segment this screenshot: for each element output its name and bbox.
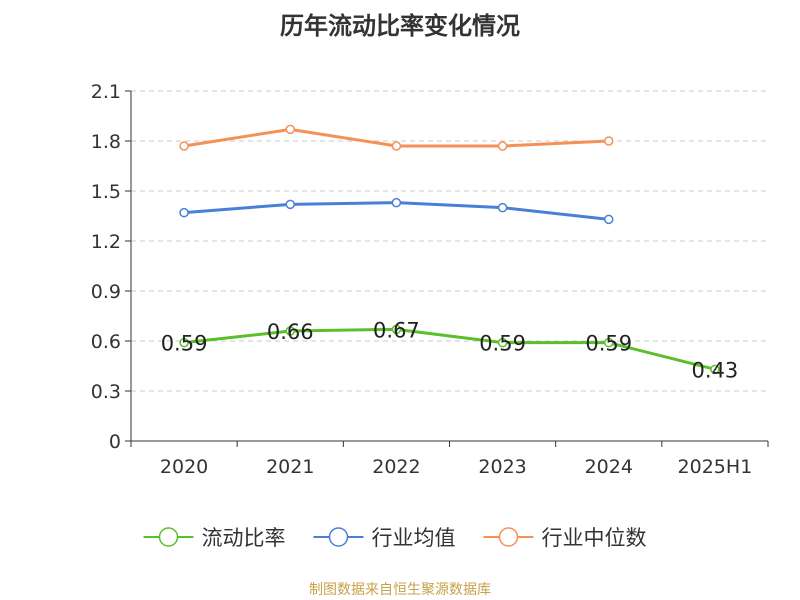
data-label: 0.66: [267, 320, 314, 344]
data-point: [285, 326, 295, 336]
data-point: [497, 202, 508, 213]
data-point: [497, 141, 508, 151]
y-tick-label: 1.8: [91, 131, 121, 153]
y-tick-label: 1.2: [91, 231, 121, 253]
data-label: 0.59: [585, 332, 632, 356]
data-point: [391, 197, 402, 208]
y-tick-label: 0.9: [91, 281, 121, 303]
data-label: 0.59: [479, 332, 526, 356]
data-point: [604, 214, 614, 225]
x-tick-label: 2023: [478, 456, 526, 478]
legend-marker: [498, 527, 519, 547]
data-point: [497, 337, 508, 348]
source-note: 制图数据来自恒生聚源数据库: [309, 582, 491, 598]
chart-title: 历年流动比率变化情况: [280, 12, 520, 40]
data-point: [179, 207, 189, 218]
legend-marker: [158, 527, 179, 547]
series-line: [183, 327, 716, 371]
data-label: 0.59: [161, 332, 208, 356]
x-tick-label: 2021: [266, 456, 314, 478]
x-tick-label: 2025H1: [678, 456, 753, 478]
y-tick-label: 2.1: [91, 81, 121, 103]
legend-label: 流动比率: [202, 526, 286, 550]
y-tick-label: 0: [109, 431, 121, 453]
data-point: [710, 364, 720, 375]
legend-label: 行业中位数: [542, 526, 647, 550]
x-tick-label: 2022: [372, 456, 420, 478]
data-point: [604, 136, 614, 146]
legend-marker: [328, 527, 349, 547]
legend-label: 行业均值: [372, 526, 456, 550]
data-point: [179, 337, 189, 348]
data-point: [391, 141, 402, 151]
y-tick-label: 0.6: [91, 331, 121, 353]
x-tick-label: 2024: [585, 456, 633, 478]
data-label: 0.67: [373, 318, 420, 342]
y-tick-label: 0.3: [91, 381, 121, 403]
x-tick-label: 2020: [160, 456, 208, 478]
data-point: [285, 124, 295, 135]
data-label: 0.43: [692, 358, 739, 382]
data-point: [604, 337, 614, 348]
data-point: [285, 199, 295, 210]
data-point: [179, 141, 189, 151]
y-tick-label: 1.5: [91, 181, 121, 203]
data-point: [391, 324, 402, 335]
